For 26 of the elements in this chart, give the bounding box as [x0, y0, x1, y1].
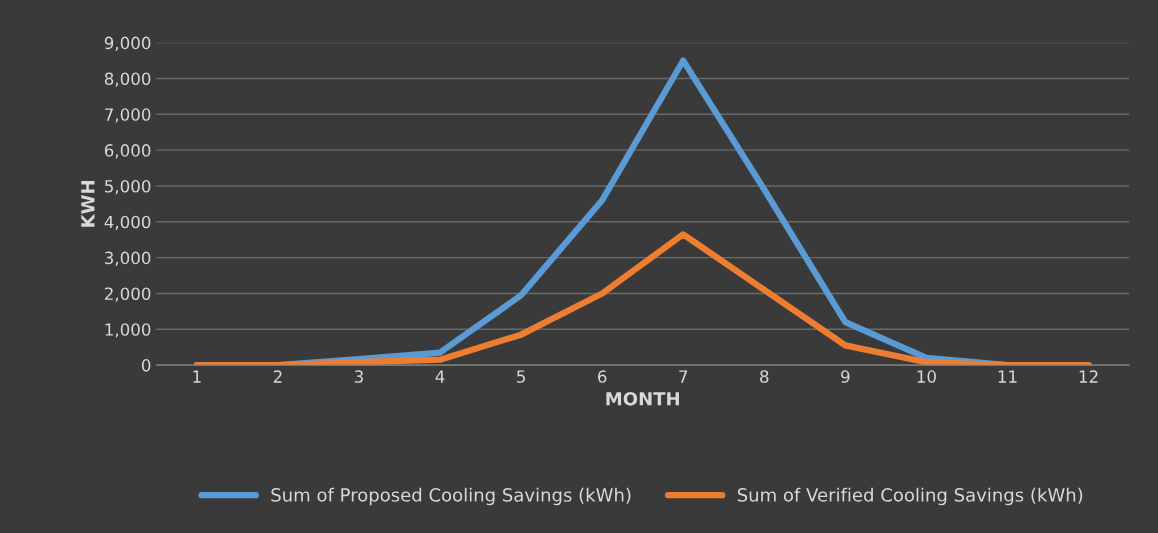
y-tick-label: 5,000 [105, 179, 151, 195]
x-tick-label: 8 [760, 370, 769, 383]
x-tick-label: 6 [598, 370, 607, 383]
x-tick-label: 4 [435, 370, 445, 383]
y-tick-label: 4,000 [104, 215, 151, 231]
x-tick-label: 11 [998, 370, 1017, 383]
y-tick-label: 0 [141, 359, 151, 372]
y-tick-label: 1,000 [105, 323, 151, 338]
x-tick-label: 7 [679, 370, 688, 383]
x-tick-label: 3 [354, 370, 363, 383]
y-tick-label: 8,000 [104, 72, 151, 87]
x-tick-label: 12 [1079, 370, 1098, 383]
y-tick-label: 6,000 [104, 144, 151, 159]
legend-label: Sum of Verified Cooling Savings (kWh) [737, 487, 1083, 506]
x-tick-label: 10 [917, 370, 936, 383]
y-axis-title: KWH [81, 181, 95, 227]
legend-label: Sum of Proposed Cooling Savings (kWh) [271, 487, 631, 506]
y-tick-label: 3,000 [105, 251, 151, 266]
x-axis-title: MONTH [606, 391, 679, 406]
x-tick-label: 2 [273, 370, 282, 383]
y-tick-label: 9,000 [104, 36, 151, 51]
y-tick-label: 7,000 [105, 108, 151, 123]
x-tick-label: 9 [841, 370, 850, 383]
y-tick-label: 2,000 [104, 287, 151, 302]
x-tick-label: 1 [193, 370, 201, 383]
x-tick-label: 5 [517, 370, 525, 383]
